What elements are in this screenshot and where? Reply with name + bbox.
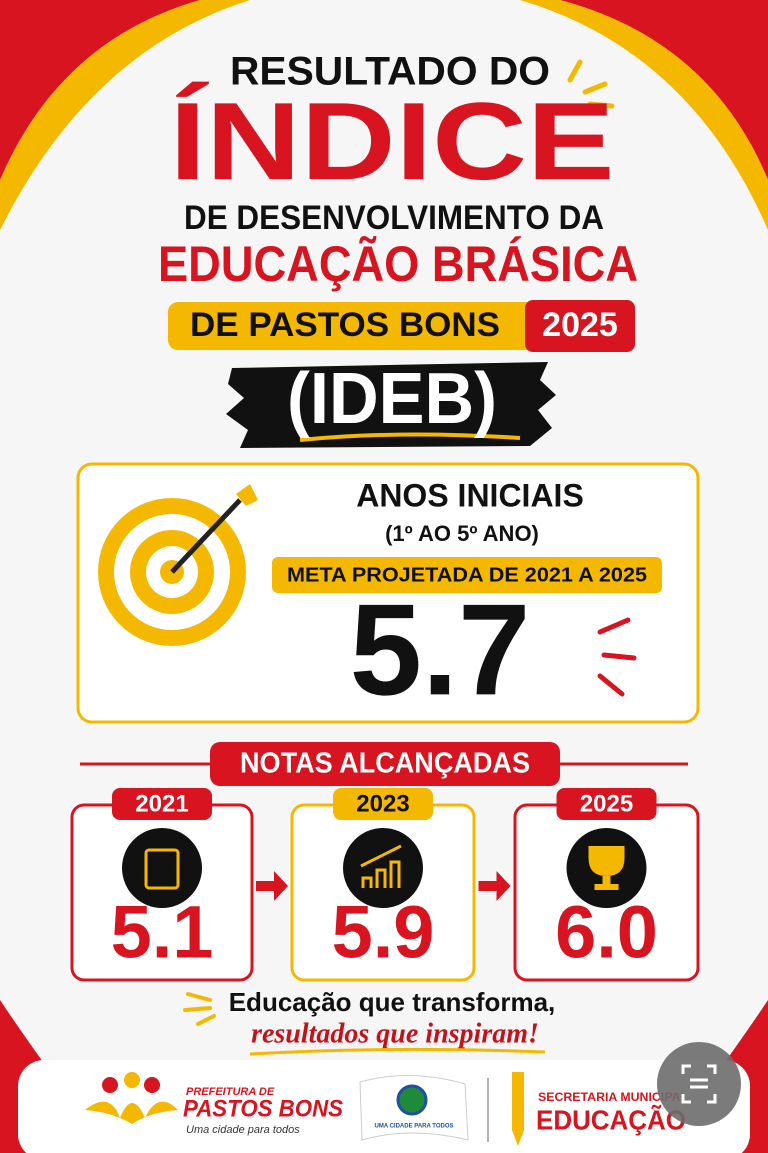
place-banner (168, 302, 538, 350)
result-score: 5.9 (332, 891, 435, 974)
title-line: RESULTADO DO (230, 50, 550, 94)
underline (299, 432, 521, 442)
icon-clipboard (144, 848, 180, 890)
slogan-highlight: resultados que inspiram! (251, 1018, 539, 1049)
sparkle (183, 992, 216, 1026)
prefeitura-logo (85, 1072, 178, 1124)
title-line: EDUCAÇÃO BRÁSICA (158, 236, 638, 292)
target-subtitle: (1º AO 5º ANO) (385, 521, 539, 546)
results: 2021 5.1 2023 5.9 2025 6.0 (70, 788, 700, 982)
icon-chart (360, 844, 402, 888)
prefeitura-tagline: Uma cidade para todos (186, 1124, 300, 1136)
secretaria-name: EDUCAÇÃO (536, 1104, 686, 1135)
corner-yellow (0, 0, 250, 230)
result-year: 2021 (135, 790, 188, 817)
target-label-bar (272, 557, 662, 593)
target-title: ANOS INICIAIS (356, 477, 584, 513)
lens-button[interactable] (657, 1042, 741, 1126)
year-pill (112, 788, 212, 820)
result-score: 5.1 (111, 891, 214, 974)
sparkle (567, 59, 615, 109)
slogan: Educação que transforma, (229, 987, 556, 1017)
title-main: ÍNDICE (170, 80, 615, 203)
result-score: 6.0 (555, 891, 658, 974)
target-icon (98, 484, 258, 646)
title-line: DE DESENVOLVIMENTO DA (184, 199, 604, 237)
corner-red (0, 0, 200, 180)
flag-text: UMA CIDADE PARA TODOS (374, 1124, 453, 1130)
corner-yellow (520, 0, 768, 230)
result-year: 2025 (580, 790, 633, 817)
lens-icon (681, 1064, 717, 1104)
pencil (512, 1072, 524, 1146)
results-banner (210, 742, 560, 786)
brush-stroke (226, 362, 556, 448)
year-pill (556, 788, 657, 820)
result-year: 2023 (356, 790, 409, 817)
flag-emblem (396, 1084, 428, 1116)
sparkle (597, 617, 637, 697)
arrow (478, 871, 511, 901)
year: 2025 (542, 306, 618, 344)
result-icon (122, 828, 202, 908)
acronym: (IDEB) (287, 359, 497, 439)
results-title: NOTAS ALCANÇADAS (240, 748, 530, 780)
arrow (256, 871, 288, 901)
prefeitura-small: PREFEITURA DE (186, 1086, 275, 1098)
corner-red (560, 0, 768, 180)
underline (249, 1047, 546, 1056)
year-badge (525, 300, 635, 352)
prefeitura-name: PASTOS BONS (183, 1095, 343, 1122)
secretaria-small: SECRETARIA MUNICIPAL (538, 1090, 688, 1104)
year-pill (333, 788, 433, 820)
place: DE PASTOS BONS (190, 306, 500, 344)
target-value: 5.7 (350, 576, 531, 722)
icon-trophy (588, 846, 625, 890)
target-label: META PROJETADA DE 2021 A 2025 (287, 564, 647, 586)
